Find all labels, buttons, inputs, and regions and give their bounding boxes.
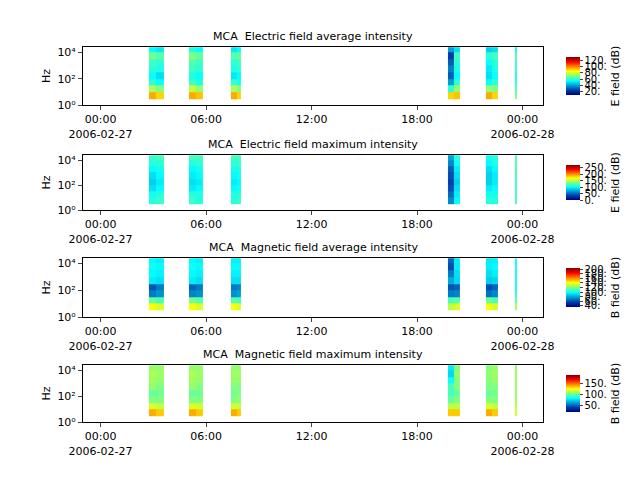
svg-text:10⁴: 10⁴ (57, 364, 76, 377)
svg-text:06:00: 06:00 (190, 218, 222, 231)
svg-text:10²: 10² (57, 179, 75, 192)
svg-text:10²: 10² (57, 390, 75, 403)
svg-text:10⁰: 10⁰ (57, 204, 76, 217)
svg-text:120.: 120. (585, 55, 607, 66)
svg-text:MCA Magnetic field maximum in: MCA Magnetic field maximum intensity (203, 348, 423, 361)
svg-text:0.: 0. (585, 195, 595, 206)
svg-text:00:002006-02-28: 00:002006-02-28 (491, 218, 555, 245)
svg-text:150.: 150. (585, 378, 607, 389)
svg-text:10²: 10² (57, 284, 75, 297)
svg-text:100.: 100. (585, 287, 607, 298)
svg-text:Hz: Hz (40, 69, 53, 83)
svg-text:00:002006-02-28: 00:002006-02-28 (491, 113, 555, 140)
svg-text:180.: 180. (585, 268, 607, 279)
svg-text:MCA Electric field maximum in: MCA Electric field maximum intensity (208, 138, 418, 151)
svg-text:60.: 60. (585, 74, 601, 85)
svg-text:00:002006-02-28: 00:002006-02-28 (491, 430, 555, 457)
svg-text:00:002006-02-27: 00:002006-02-27 (69, 325, 133, 352)
svg-text:80.: 80. (585, 291, 601, 302)
svg-text:10⁰: 10⁰ (57, 99, 76, 112)
svg-text:00:002006-02-27: 00:002006-02-27 (69, 113, 133, 140)
svg-text:200.: 200. (585, 264, 607, 275)
svg-text:00:002006-02-27: 00:002006-02-27 (69, 218, 133, 245)
svg-text:Hz: Hz (40, 175, 53, 189)
svg-text:12:00: 12:00 (296, 218, 328, 231)
svg-text:150.: 150. (585, 175, 607, 186)
svg-text:50.: 50. (585, 400, 601, 411)
svg-text:140.: 140. (585, 277, 607, 288)
svg-text:100.: 100. (585, 61, 607, 72)
svg-text:200.: 200. (585, 169, 607, 180)
svg-text:06:00: 06:00 (190, 325, 222, 338)
svg-text:10⁴: 10⁴ (57, 46, 76, 59)
svg-text:18:00: 18:00 (401, 325, 433, 338)
svg-text:160.: 160. (585, 273, 607, 284)
svg-text:50.: 50. (585, 188, 601, 199)
svg-text:B field (dB): B field (dB) (609, 363, 622, 424)
svg-text:Hz: Hz (40, 386, 53, 400)
svg-text:40.: 40. (585, 80, 601, 91)
svg-text:250.: 250. (585, 162, 607, 173)
svg-text:18:00: 18:00 (401, 218, 433, 231)
svg-text:10⁰: 10⁰ (57, 416, 76, 429)
svg-text:40.: 40. (585, 300, 601, 311)
svg-text:18:00: 18:00 (401, 430, 433, 443)
svg-text:100.: 100. (585, 389, 607, 400)
svg-text:E field (dB): E field (dB) (609, 46, 622, 107)
svg-text:MCA Magnetic field average in: MCA Magnetic field average intensity (209, 241, 418, 254)
svg-text:10²: 10² (57, 73, 75, 86)
svg-text:60.: 60. (585, 296, 601, 307)
svg-text:18:00: 18:00 (401, 113, 433, 126)
svg-text:120.: 120. (585, 282, 607, 293)
svg-text:00:002006-02-28: 00:002006-02-28 (491, 325, 555, 352)
svg-text:B field (dB): B field (dB) (609, 257, 622, 318)
svg-text:12:00: 12:00 (296, 430, 328, 443)
svg-text:Hz: Hz (40, 280, 53, 294)
svg-text:MCA Electric field average in: MCA Electric field average intensity (213, 30, 413, 43)
svg-text:10⁴: 10⁴ (57, 154, 76, 167)
svg-text:10⁰: 10⁰ (57, 311, 76, 324)
svg-text:20.: 20. (585, 86, 601, 97)
svg-text:06:00: 06:00 (190, 113, 222, 126)
svg-text:00:002006-02-27: 00:002006-02-27 (69, 430, 133, 457)
svg-text:E field (dB): E field (dB) (609, 152, 622, 213)
svg-text:12:00: 12:00 (296, 113, 328, 126)
svg-text:12:00: 12:00 (296, 325, 328, 338)
svg-text:100.: 100. (585, 182, 607, 193)
svg-text:80.: 80. (585, 67, 601, 78)
svg-text:10⁴: 10⁴ (57, 257, 76, 270)
svg-text:06:00: 06:00 (190, 430, 222, 443)
